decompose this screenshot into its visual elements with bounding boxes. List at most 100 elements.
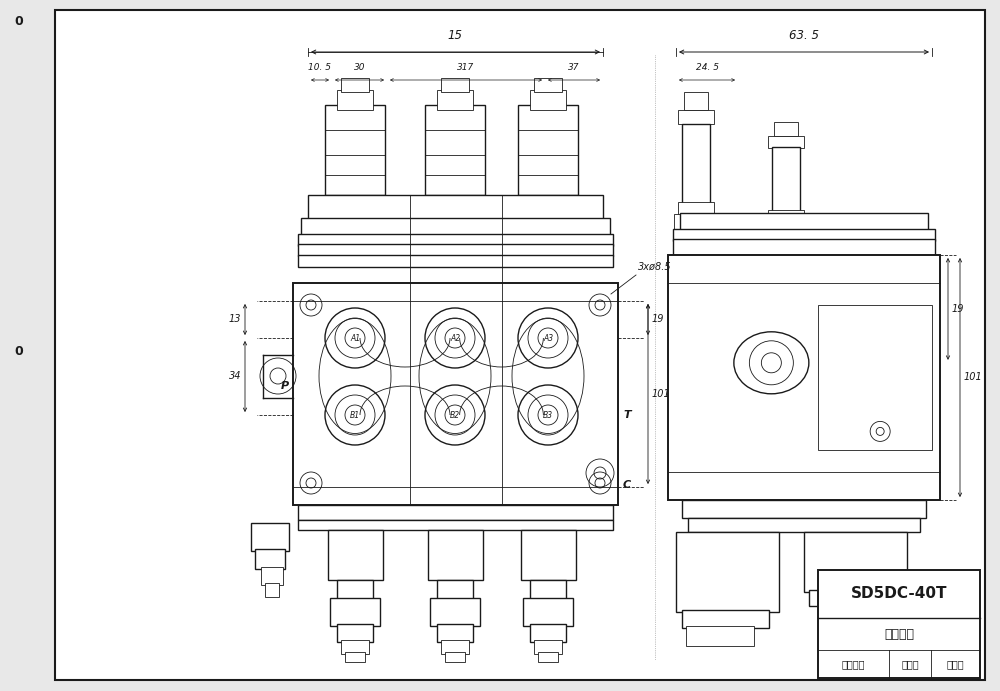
Circle shape xyxy=(595,300,605,310)
Bar xyxy=(337,580,373,600)
Text: 10. 5: 10. 5 xyxy=(308,63,332,72)
Bar xyxy=(673,229,935,241)
Circle shape xyxy=(445,328,465,348)
Text: B3: B3 xyxy=(543,410,553,419)
Bar xyxy=(341,640,369,654)
Text: B1: B1 xyxy=(350,410,360,419)
Text: A3: A3 xyxy=(543,334,553,343)
Bar xyxy=(668,255,940,500)
Bar xyxy=(678,202,714,216)
Text: 63. 5: 63. 5 xyxy=(789,29,819,42)
Bar xyxy=(345,652,365,662)
Bar xyxy=(518,105,578,195)
Text: 版本号: 版本号 xyxy=(902,659,919,669)
Bar xyxy=(437,90,473,110)
Bar xyxy=(530,580,566,600)
Bar xyxy=(341,78,369,92)
Bar xyxy=(261,567,283,585)
Bar xyxy=(430,598,480,626)
Text: B2: B2 xyxy=(450,410,460,419)
Bar xyxy=(818,604,888,622)
Bar xyxy=(337,624,373,642)
Bar xyxy=(764,220,808,235)
Text: A2: A2 xyxy=(450,334,460,343)
Bar xyxy=(772,147,800,212)
Bar xyxy=(678,110,714,124)
Bar xyxy=(298,244,613,256)
Bar xyxy=(298,255,613,267)
Circle shape xyxy=(345,328,365,348)
Text: 19: 19 xyxy=(652,314,664,324)
Bar xyxy=(437,624,473,642)
Bar xyxy=(325,105,385,195)
Bar xyxy=(523,598,573,626)
Text: 317: 317 xyxy=(457,63,475,72)
Text: 0: 0 xyxy=(14,345,23,358)
Bar xyxy=(445,652,465,662)
Bar xyxy=(818,570,980,678)
Bar xyxy=(521,530,576,580)
Bar xyxy=(682,610,769,628)
Bar xyxy=(688,518,920,532)
Text: 24. 5: 24. 5 xyxy=(696,63,718,72)
Bar xyxy=(441,640,469,654)
Text: SD5DC-40T: SD5DC-40T xyxy=(851,587,947,601)
Bar xyxy=(534,640,562,654)
Bar xyxy=(428,530,483,580)
Bar xyxy=(255,549,285,569)
Bar xyxy=(768,210,804,222)
Circle shape xyxy=(538,405,558,425)
Bar xyxy=(530,90,566,110)
Bar xyxy=(251,523,289,551)
Text: C: C xyxy=(623,480,631,490)
Bar xyxy=(298,520,613,530)
Bar xyxy=(301,218,610,236)
Bar xyxy=(330,598,380,626)
Bar xyxy=(337,90,373,110)
Circle shape xyxy=(445,405,465,425)
Bar xyxy=(328,530,383,580)
Circle shape xyxy=(761,353,781,373)
Text: 版本号: 版本号 xyxy=(947,659,965,669)
Text: 101: 101 xyxy=(652,389,671,399)
Bar xyxy=(680,213,928,231)
Text: 15: 15 xyxy=(448,29,462,42)
Bar xyxy=(768,136,804,148)
Text: 30: 30 xyxy=(354,63,365,72)
Text: P: P xyxy=(281,381,289,391)
Text: T: T xyxy=(623,410,631,420)
Bar xyxy=(674,214,718,232)
Text: 图纸编号: 图纸编号 xyxy=(884,627,914,641)
Text: A1: A1 xyxy=(350,334,360,343)
Bar xyxy=(265,583,279,597)
Circle shape xyxy=(306,300,316,310)
Bar xyxy=(682,500,926,518)
Circle shape xyxy=(538,328,558,348)
Bar xyxy=(298,234,613,246)
Bar xyxy=(682,124,710,204)
Circle shape xyxy=(306,478,316,488)
Bar xyxy=(437,580,473,600)
Text: 34: 34 xyxy=(228,371,241,381)
Bar xyxy=(676,532,779,612)
Bar xyxy=(308,195,603,220)
Bar xyxy=(441,78,469,92)
Bar xyxy=(686,626,754,646)
Bar xyxy=(293,283,618,505)
Text: 13: 13 xyxy=(228,314,241,324)
Bar xyxy=(809,590,896,606)
Bar xyxy=(534,78,562,92)
Text: 19: 19 xyxy=(952,304,964,314)
Bar xyxy=(818,305,932,450)
Circle shape xyxy=(595,478,605,488)
Bar xyxy=(530,624,566,642)
Bar xyxy=(774,122,798,136)
Bar xyxy=(684,92,708,110)
Bar xyxy=(298,505,613,520)
Text: 设备标号: 设备标号 xyxy=(842,659,865,669)
Bar xyxy=(804,532,907,592)
Circle shape xyxy=(345,405,365,425)
Text: 3xø8.5: 3xø8.5 xyxy=(638,262,672,272)
Bar xyxy=(425,105,485,195)
Text: 37: 37 xyxy=(568,63,580,72)
